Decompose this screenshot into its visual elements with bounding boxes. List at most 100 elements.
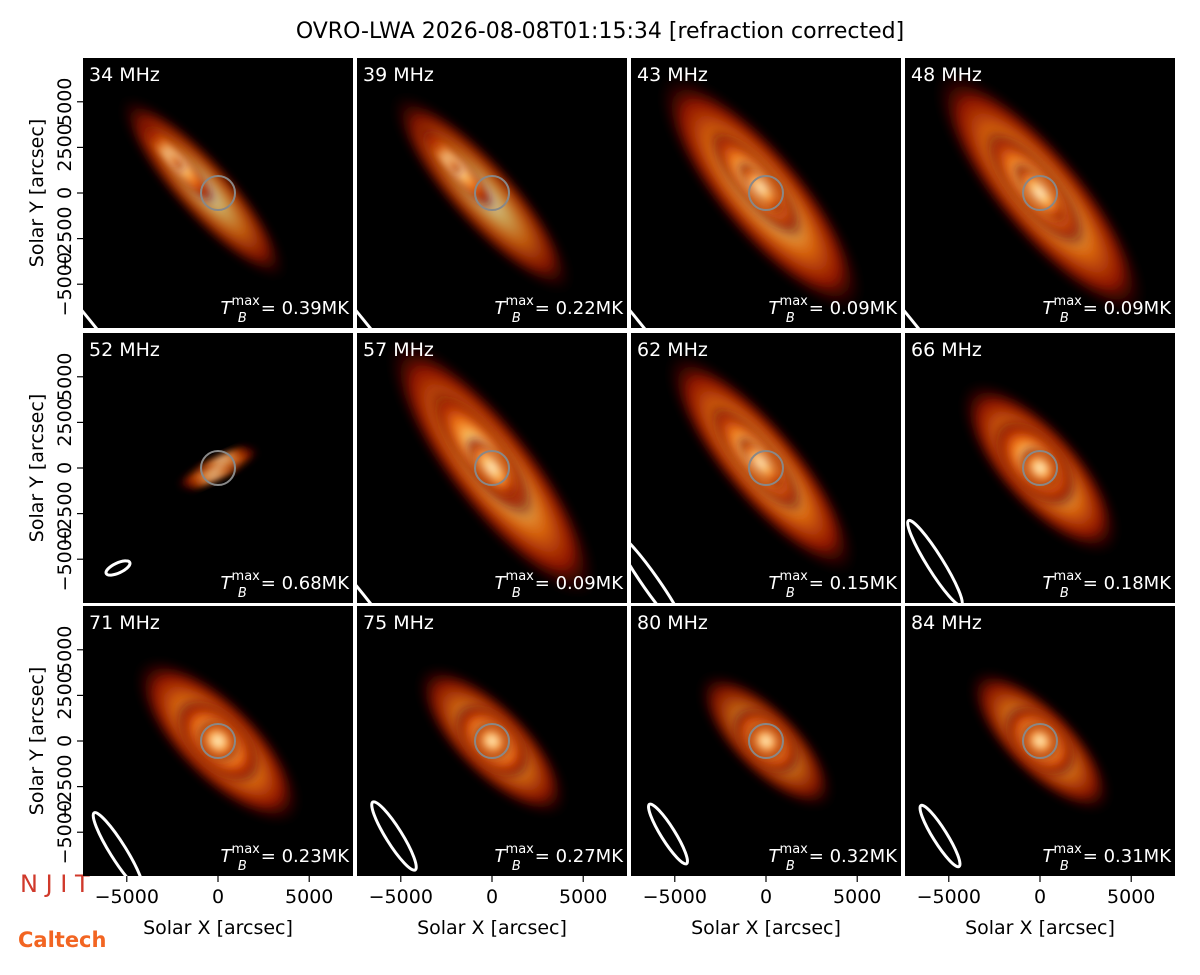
annotation: Tmax B = 0.31MK — [1043, 842, 1173, 874]
y-axis-label: Solar Y [arcsec] — [26, 394, 48, 542]
x-tick-label: 5000 — [1107, 886, 1155, 908]
panel — [83, 333, 353, 603]
emission — [736, 160, 786, 216]
solar-disk — [200, 450, 236, 486]
annotation: Tmax B = 0.09MK — [495, 569, 625, 601]
tb-sub: B — [1060, 586, 1069, 601]
y-tick-label: −2500 — [54, 206, 76, 270]
tb-sub: B — [512, 586, 521, 601]
tb-sup: max — [780, 294, 809, 309]
beam — [91, 811, 145, 876]
panel-title: 71 MHz — [89, 612, 160, 634]
solar-disk — [748, 175, 784, 211]
tb-value: = 0.22MK — [535, 298, 624, 319]
annotation: Tmax B = 0.15MK — [769, 569, 899, 601]
solar-disk — [1022, 175, 1058, 211]
annotation: Tmax B = 0.18MK — [1043, 569, 1173, 601]
tb-symbol: T — [1043, 573, 1056, 594]
x-tick-label: 0 — [486, 886, 498, 908]
annotation: Tmax B = 0.27MK — [495, 842, 625, 874]
x-axis-label: Solar X [arcsec] — [417, 917, 567, 939]
annotation: Tmax B = 0.32MK — [769, 842, 899, 874]
y-tick-label: −5000 — [54, 800, 76, 864]
tb-sup: max — [780, 842, 809, 857]
tb-sup: max — [1054, 569, 1083, 584]
emission — [1012, 161, 1068, 225]
logo: Caltech — [18, 928, 106, 952]
tb-value: = 0.32MK — [809, 846, 898, 867]
tb-sub: B — [238, 586, 247, 601]
tb-symbol: T — [221, 573, 234, 594]
annotation: Tmax B = 0.09MK — [1043, 294, 1173, 326]
tb-symbol: T — [1043, 846, 1056, 867]
emission — [150, 133, 186, 173]
panel-title: 62 MHz — [637, 339, 708, 361]
panel — [905, 333, 1175, 603]
tb-symbol: T — [221, 298, 234, 319]
panel-title: 66 MHz — [911, 339, 982, 361]
panel — [631, 333, 901, 603]
tb-value: = 0.68MK — [261, 573, 350, 594]
solar-disk — [474, 723, 510, 759]
y-tick-label: 5000 — [54, 353, 76, 401]
y-tick-label: 0 — [54, 462, 76, 474]
tb-symbol: T — [769, 846, 782, 867]
tb-value: = 0.39MK — [261, 298, 350, 319]
tb-value: = 0.09MK — [535, 573, 624, 594]
y-tick-label: −5000 — [54, 252, 76, 316]
tb-symbol: T — [1043, 298, 1056, 319]
y-axis-label: Solar Y [arcsec] — [26, 667, 48, 815]
tb-value: = 0.09MK — [809, 298, 898, 319]
tb-sup: max — [232, 294, 261, 309]
solar-disk — [1022, 450, 1058, 486]
panel — [357, 58, 627, 328]
tb-sub: B — [238, 311, 247, 326]
x-tick-label: 5000 — [285, 886, 333, 908]
panel-title: 39 MHz — [363, 64, 434, 86]
tb-symbol: T — [495, 573, 508, 594]
tb-symbol: T — [221, 846, 234, 867]
emission — [1019, 720, 1061, 762]
panel-title: 80 MHz — [637, 612, 708, 634]
y-tick-label: 5000 — [54, 78, 76, 126]
tb-value: = 0.18MK — [1083, 573, 1172, 594]
solar-disk — [1022, 723, 1058, 759]
x-tick-label: 5000 — [559, 886, 607, 908]
y-tick-label: 5000 — [54, 626, 76, 674]
beam — [370, 800, 418, 872]
x-axis-label: Solar X [arcsec] — [691, 917, 841, 939]
y-tick-label: −5000 — [54, 527, 76, 591]
tb-sub: B — [238, 859, 247, 874]
annotation: Tmax B = 0.39MK — [221, 294, 351, 326]
y-tick-label: 2500 — [54, 398, 76, 446]
panel-title: 84 MHz — [911, 612, 982, 634]
beam — [906, 518, 964, 603]
solar-disk — [474, 450, 510, 486]
tb-sup: max — [1054, 294, 1083, 309]
y-tick-label: −2500 — [54, 754, 76, 818]
y-tick-label: 2500 — [54, 671, 76, 719]
x-tick-label: −5000 — [643, 886, 707, 908]
beam — [104, 559, 132, 577]
emission — [471, 720, 513, 762]
emission — [431, 141, 463, 175]
x-tick-label: 0 — [212, 886, 224, 908]
beam — [647, 802, 689, 866]
annotation: Tmax B = 0.68MK — [221, 569, 351, 601]
tb-sup: max — [232, 569, 261, 584]
tb-sup: max — [506, 569, 535, 584]
solar-disk — [748, 723, 784, 759]
tb-sup: max — [506, 294, 535, 309]
y-tick-label: 2500 — [54, 123, 76, 171]
panel-title: 48 MHz — [911, 64, 982, 86]
panel-title: 75 MHz — [363, 612, 434, 634]
panel — [631, 606, 901, 876]
panel — [83, 58, 353, 328]
x-tick-label: 0 — [1034, 886, 1046, 908]
tb-symbol: T — [495, 298, 508, 319]
solar-disk — [474, 175, 510, 211]
annotation: Tmax B = 0.22MK — [495, 294, 625, 326]
annotation: Tmax B = 0.23MK — [221, 842, 351, 874]
panel — [357, 606, 627, 876]
